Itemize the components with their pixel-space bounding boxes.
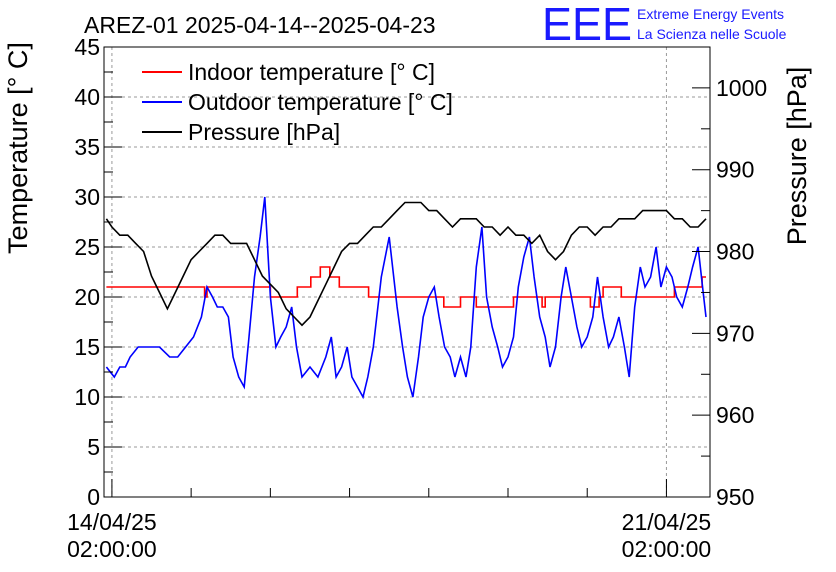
y-tick-label-right: 1000: [716, 75, 767, 101]
y-tick-label-left: 25: [74, 234, 100, 260]
legend-label-indoor: Indoor temperature [° C]: [188, 59, 435, 85]
y-tick-label-left: 5: [87, 434, 100, 460]
brand-line-2: La Scienza nelle Scuole: [637, 26, 787, 42]
series-layer: [105, 196, 707, 400]
x-tick-label-time: 02:00:00: [67, 536, 157, 562]
y-tick-label-left: 30: [74, 184, 100, 210]
y-tick-label-right: 980: [716, 239, 754, 265]
y-tick-label-left: 10: [74, 384, 100, 410]
y-tick-label-right: 970: [716, 320, 754, 346]
legend-label-pressure: Pressure [hPa]: [188, 119, 340, 145]
y-tick-label-right: 960: [716, 402, 754, 428]
eee-logo: EEE: [542, 0, 632, 50]
y-tick-label-left: 0: [87, 484, 100, 510]
y-tick-label-right: 990: [716, 157, 754, 183]
legend: Indoor temperature [° C] Outdoor tempera…: [142, 59, 453, 145]
x-tick-label-date: 14/04/25: [67, 509, 157, 535]
legend-label-outdoor: Outdoor temperature [° C]: [188, 89, 453, 115]
series-line-outdoor: [105, 196, 707, 400]
x-tick-label-date: 21/04/25: [622, 509, 712, 535]
y-tick-label-right: 950: [716, 484, 754, 510]
series-line-pressure: [105, 201, 707, 327]
y-axis-title-right: Pressure [hPa]: [782, 67, 812, 246]
series-line-indoor: [106, 266, 706, 308]
tick-layer: 0 5 10 15 20 25 30 35 40 45 950 960 970 980 990 1000 14/…: [67, 34, 767, 562]
y-tick-label-left: 15: [74, 334, 100, 360]
chart-title: AREZ-01 2025-04-14--2025-04-23: [84, 12, 436, 38]
y-tick-label-left: 40: [74, 84, 100, 110]
y-axis-title-left: Temperature [° C]: [3, 42, 33, 254]
brand-line-1: Extreme Energy Events: [637, 6, 784, 22]
x-tick-label-time: 02:00:00: [622, 536, 712, 562]
y-tick-label-left: 35: [74, 134, 100, 160]
y-tick-label-left: 45: [74, 34, 100, 60]
y-tick-label-left: 20: [74, 284, 100, 310]
